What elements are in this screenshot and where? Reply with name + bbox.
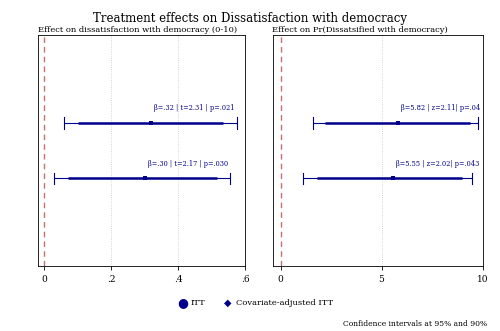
Text: Effect on dissatisfaction with democracy (0-10): Effect on dissatisfaction with democracy… (38, 26, 236, 34)
Text: β=.30 | t=2.17 | p=.030: β=.30 | t=2.17 | p=.030 (148, 160, 228, 168)
Text: ITT: ITT (191, 299, 206, 307)
Text: ●: ● (177, 296, 188, 309)
Text: Covariate-adjusted ITT: Covariate-adjusted ITT (236, 299, 333, 307)
Text: β=5.55 | z=2.02| p=.043: β=5.55 | z=2.02| p=.043 (396, 160, 479, 168)
Text: Treatment effects on Dissatisfaction with democracy: Treatment effects on Dissatisfaction wit… (93, 12, 407, 24)
Text: Effect on Pr(Dissatsified with democracy): Effect on Pr(Dissatsified with democracy… (272, 26, 448, 34)
Text: Confidence intervals at 95% and 90%: Confidence intervals at 95% and 90% (344, 320, 488, 328)
Text: β=.32 | t=2.31 | p=.021: β=.32 | t=2.31 | p=.021 (154, 104, 235, 113)
Text: β=5.82 | z=2.11| p=.04: β=5.82 | z=2.11| p=.04 (401, 104, 480, 113)
Text: ◆: ◆ (224, 298, 231, 308)
